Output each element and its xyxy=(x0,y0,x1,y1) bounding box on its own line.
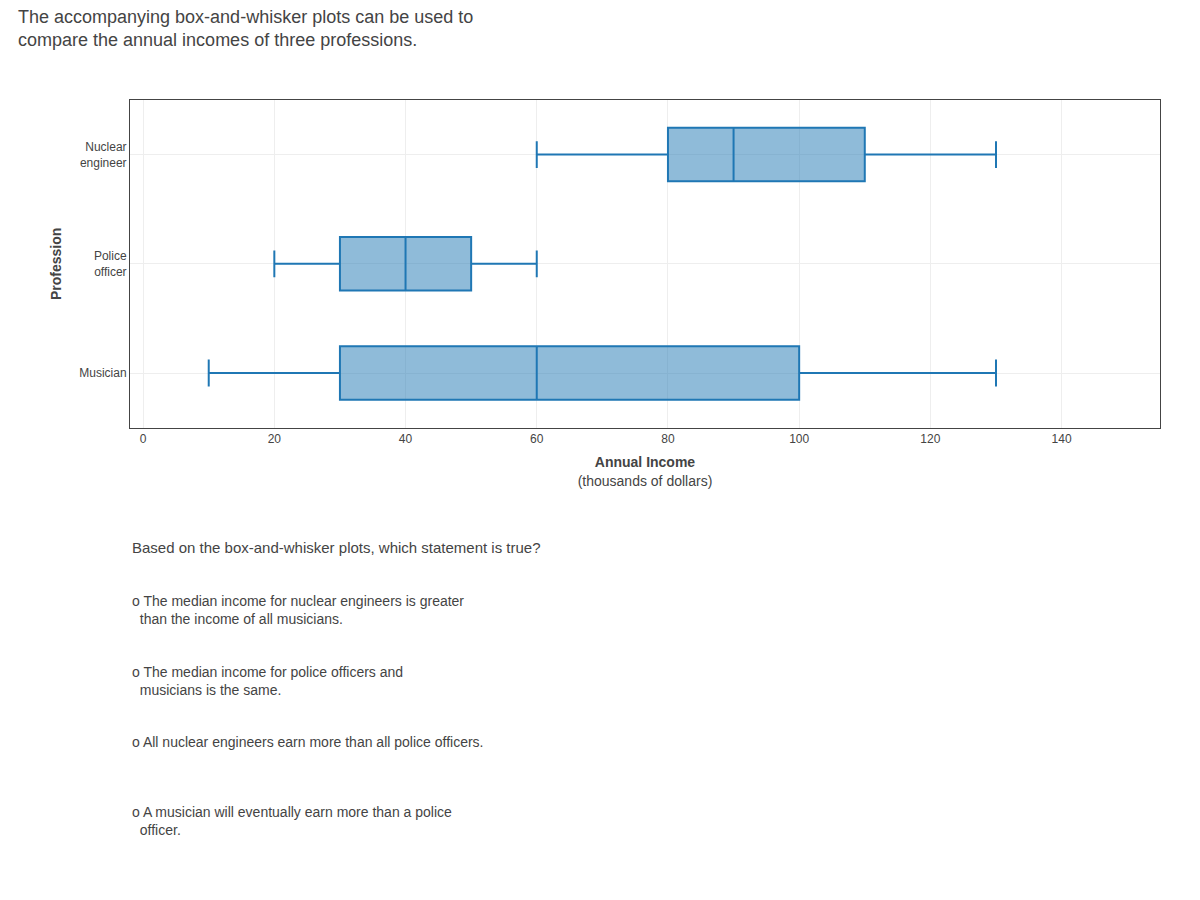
svg-text:0: 0 xyxy=(140,432,147,446)
svg-text:o All nuclear engineers earn m: o All nuclear engineers earn more than a… xyxy=(132,734,484,750)
svg-text:The accompanying box-and-whisk: The accompanying box-and-whisker plots c… xyxy=(18,7,473,50)
svg-text:o The median income for nuclea: o The median income for nuclear engineer… xyxy=(132,593,464,627)
svg-text:120: 120 xyxy=(920,432,940,446)
svg-text:20: 20 xyxy=(268,432,282,446)
svg-text:Based on the box-and-whisker p: Based on the box-and-whisker plots, whic… xyxy=(132,539,541,556)
svg-text:80: 80 xyxy=(661,432,675,446)
svg-text:Policeofficer: Policeofficer xyxy=(94,249,127,279)
svg-text:Annual Income(thousands of dol: Annual Income(thousands of dollars) xyxy=(578,454,713,488)
svg-text:Musician: Musician xyxy=(79,366,126,380)
svg-text:Nuclearengineer: Nuclearengineer xyxy=(80,140,127,170)
svg-text:100: 100 xyxy=(789,432,809,446)
svg-text:Profession: Profession xyxy=(48,228,64,300)
svg-text:60: 60 xyxy=(530,432,544,446)
svg-text:40: 40 xyxy=(399,432,413,446)
svg-text:140: 140 xyxy=(1052,432,1072,446)
svg-text:o The median income for police: o The median income for police officers … xyxy=(132,664,403,698)
svg-text:o A musician will eventually e: o A musician will eventually earn more t… xyxy=(132,804,452,838)
